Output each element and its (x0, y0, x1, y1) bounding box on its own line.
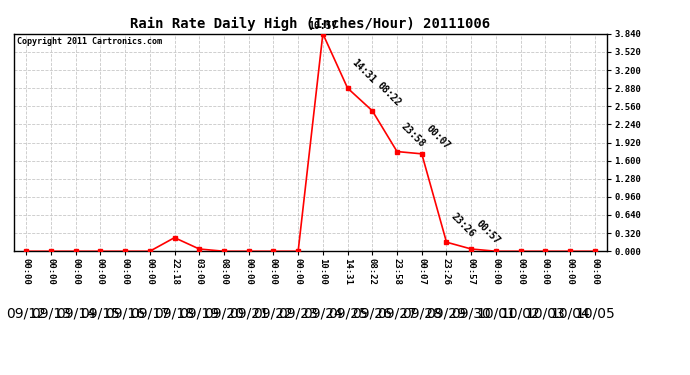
Text: Copyright 2011 Cartronics.com: Copyright 2011 Cartronics.com (17, 37, 161, 46)
Text: 08:22: 08:22 (375, 80, 403, 108)
Text: 10:57: 10:57 (308, 21, 337, 31)
Text: 00:07: 00:07 (424, 123, 452, 151)
Text: 23:58: 23:58 (400, 121, 427, 149)
Text: 14:31: 14:31 (350, 57, 378, 85)
Title: Rain Rate Daily High (Inches/Hour) 20111006: Rain Rate Daily High (Inches/Hour) 20111… (130, 17, 491, 31)
Text: 00:57: 00:57 (474, 218, 502, 246)
Text: 23:26: 23:26 (449, 211, 477, 239)
